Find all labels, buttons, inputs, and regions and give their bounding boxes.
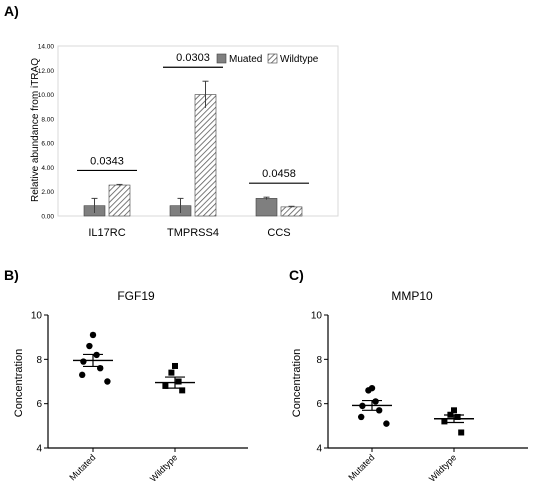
- y-tick-label: 10: [311, 311, 323, 322]
- x-tick-label: Wildtype: [427, 452, 458, 483]
- p-value-annotations-a: 0.0343 0.0303 0.0458: [90, 52, 296, 180]
- legend-a: Muated Wildtype: [216, 53, 319, 65]
- error-bar: [177, 197, 184, 213]
- data-point: [175, 378, 182, 385]
- y-tick-label: 8: [316, 355, 322, 366]
- error-bar: [116, 183, 123, 186]
- p-value-label: 0.0303: [176, 52, 210, 64]
- x-tick-labels-fgf19: Mutated Wildtype: [67, 452, 179, 483]
- data-point: [168, 369, 175, 376]
- error-bar: [91, 197, 98, 213]
- p-value-label: 0.0458: [262, 168, 296, 180]
- data-point: [79, 371, 86, 379]
- x-tick-label: IL17RC: [88, 227, 125, 239]
- y-axis-label-fgf19: Concentration: [13, 349, 25, 418]
- error-bar: [263, 196, 270, 200]
- y-tick-label: 10.00: [38, 92, 55, 99]
- error-bar: [288, 205, 295, 208]
- data-point: [458, 429, 465, 436]
- data-point: [451, 407, 457, 414]
- chart-title-fgf19: FGF19: [117, 289, 155, 303]
- y-tick-label: 6: [36, 399, 42, 410]
- bar-wildtype-il17rc: [108, 184, 131, 217]
- panel-c-label: C): [289, 267, 304, 283]
- panel-b-label: B): [4, 267, 19, 283]
- scatter-marks-fgf19: [44, 314, 248, 452]
- x-tick-labels-mmp10: Mutated Wildtype: [346, 452, 458, 483]
- y-tick-label: 2.00: [41, 189, 54, 196]
- data-point: [441, 418, 448, 425]
- y-tick-labels-fgf19: 4 6 8 10: [31, 311, 43, 455]
- y-tick-label: 6: [316, 399, 322, 410]
- y-tick-label: 4.00: [41, 165, 54, 172]
- data-point: [365, 387, 372, 394]
- bar-wildtype-tmprss4: [194, 94, 217, 217]
- panel-a-label: A): [4, 3, 19, 19]
- bar-chart-panel-a: Relative abundance from iTRAQ 0.00 2.00 …: [30, 44, 339, 239]
- y-tick-label: 14.00: [38, 44, 55, 51]
- y-tick-label: 12.00: [38, 68, 55, 75]
- data-point: [172, 362, 178, 369]
- y-tick-label: 4: [316, 444, 322, 455]
- x-tick-label: TMPRSS4: [167, 227, 219, 239]
- bar-marks-a: [77, 66, 309, 217]
- data-point: [80, 358, 87, 365]
- error-bar: [202, 80, 209, 108]
- y-tick-labels-a: 0.00 2.00 4.00 6.00 8.00 10.00 12.00 14.…: [38, 44, 55, 221]
- scatter-marks-mmp10: [324, 314, 528, 452]
- p-value-label: 0.0343: [90, 155, 124, 167]
- data-point: [383, 420, 390, 427]
- y-axis-label-a: Relative abundance from iTRAQ: [30, 58, 41, 202]
- data-point: [372, 398, 379, 405]
- y-tick-label: 0.00: [41, 214, 54, 221]
- y-tick-label: 8.00: [41, 116, 54, 123]
- data-point: [104, 378, 111, 385]
- legend-label-mutated: Muated: [229, 54, 262, 65]
- y-tick-label: 4: [36, 444, 42, 455]
- bar-wildtype-ccs: [280, 206, 303, 217]
- scatter-chart-mmp10: MMP10 Concentration 4 6 8 10 Mutated Wil…: [291, 289, 528, 484]
- legend-swatch-mutated: [216, 53, 227, 64]
- y-tick-label: 10: [31, 311, 43, 322]
- y-axis-label-mmp10: Concentration: [291, 349, 303, 418]
- chart-title-mmp10: MMP10: [391, 289, 433, 303]
- scatter-chart-fgf19: FGF19 Concentration 4 6 8 10 Mutated Wil…: [13, 289, 248, 484]
- data-point: [162, 382, 169, 389]
- x-tick-label: Mutated: [67, 452, 97, 482]
- x-tick-label: Wildtype: [148, 452, 179, 483]
- y-tick-labels-mmp10: 4 6 8 10: [311, 311, 323, 455]
- legend-label-wildtype: Wildtype: [280, 54, 319, 65]
- data-point: [358, 413, 365, 421]
- bar-muated-ccs: [255, 198, 278, 217]
- x-tick-label: Mutated: [346, 452, 376, 482]
- y-tick-label: 8: [36, 355, 42, 366]
- data-point: [89, 331, 97, 339]
- x-tick-labels-a: IL17RC TMPRSS4 CCS: [88, 227, 290, 239]
- y-tick-label: 6.00: [41, 141, 54, 148]
- x-tick-label: CCS: [267, 227, 290, 239]
- legend-swatch-wildtype: [267, 53, 278, 64]
- data-point: [179, 387, 186, 394]
- data-point: [86, 342, 93, 350]
- data-point: [454, 413, 461, 420]
